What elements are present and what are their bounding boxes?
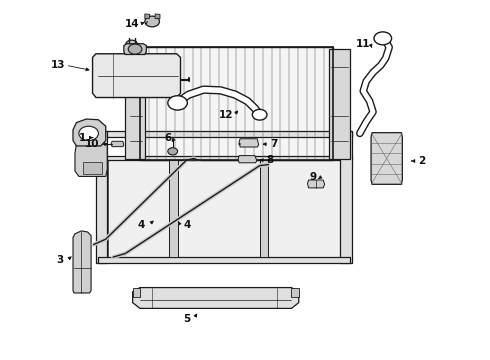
Text: 9: 9 — [310, 172, 317, 182]
Polygon shape — [239, 139, 259, 147]
Polygon shape — [83, 162, 102, 174]
Circle shape — [252, 109, 267, 120]
Polygon shape — [96, 131, 352, 137]
Text: 6: 6 — [164, 133, 171, 143]
Circle shape — [374, 32, 392, 45]
Text: 12: 12 — [219, 111, 234, 121]
Polygon shape — [340, 131, 351, 263]
Polygon shape — [238, 156, 257, 163]
Polygon shape — [371, 133, 402, 184]
Polygon shape — [145, 14, 150, 19]
Polygon shape — [75, 144, 107, 176]
Text: 1: 1 — [79, 133, 86, 143]
Polygon shape — [125, 49, 145, 159]
Polygon shape — [96, 131, 107, 263]
Polygon shape — [260, 160, 268, 257]
Circle shape — [128, 44, 142, 54]
Circle shape — [79, 126, 98, 140]
Text: 14: 14 — [125, 19, 140, 29]
Circle shape — [126, 40, 138, 49]
Polygon shape — [329, 49, 350, 159]
Polygon shape — [73, 231, 91, 293]
Polygon shape — [308, 180, 325, 188]
Polygon shape — [169, 160, 177, 257]
Polygon shape — [98, 257, 350, 263]
Polygon shape — [292, 288, 299, 297]
Polygon shape — [133, 288, 140, 297]
Polygon shape — [96, 156, 352, 160]
Text: 11: 11 — [356, 40, 370, 49]
Text: 13: 13 — [51, 60, 66, 70]
Circle shape — [168, 96, 187, 110]
Circle shape — [168, 148, 177, 155]
Polygon shape — [155, 14, 160, 19]
Text: 8: 8 — [267, 155, 274, 165]
Polygon shape — [73, 119, 106, 146]
Text: 10: 10 — [85, 139, 100, 149]
Text: 7: 7 — [270, 139, 278, 149]
Text: 3: 3 — [57, 255, 64, 265]
Text: 5: 5 — [183, 314, 190, 324]
Text: 4: 4 — [184, 220, 191, 230]
Polygon shape — [124, 44, 147, 54]
Circle shape — [145, 16, 159, 27]
Polygon shape — [111, 141, 124, 147]
Polygon shape — [93, 54, 180, 98]
Polygon shape — [140, 47, 333, 160]
Text: 2: 2 — [418, 156, 425, 166]
Text: 4: 4 — [138, 220, 145, 230]
Polygon shape — [133, 288, 299, 309]
Polygon shape — [108, 160, 340, 257]
